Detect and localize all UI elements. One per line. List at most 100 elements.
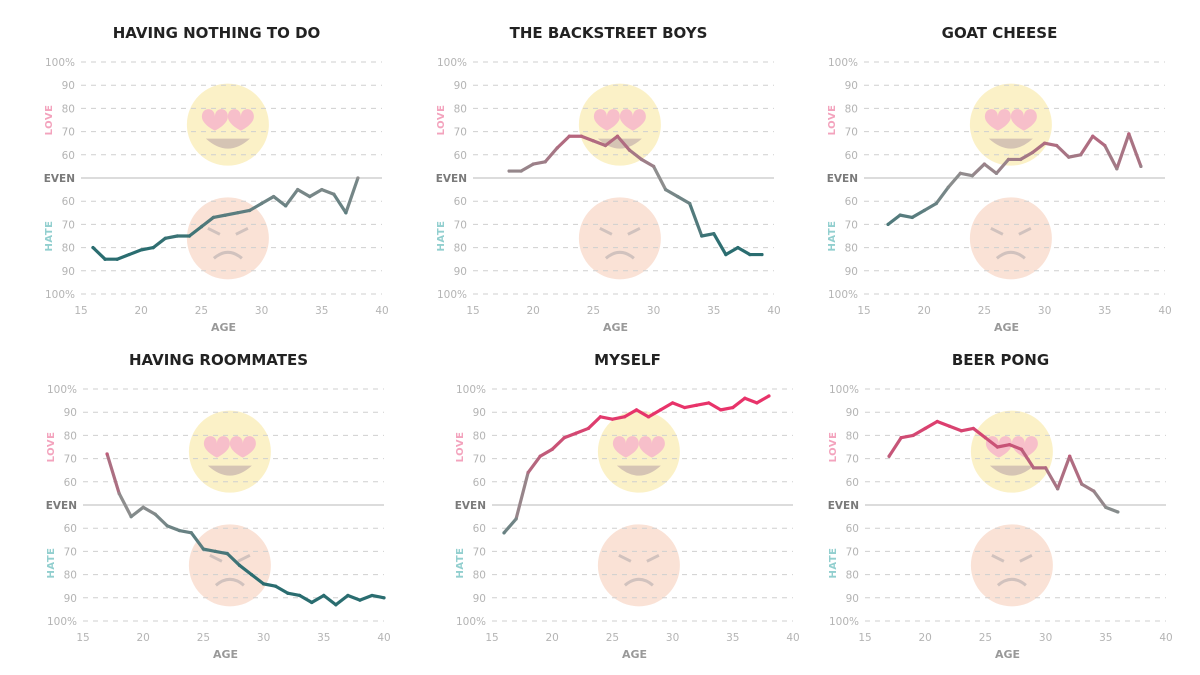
line-segment [1092,489,1108,509]
data-point [103,257,107,261]
y-tick-label: 60 [454,150,467,162]
line-segment [187,225,203,238]
angry-face-emoji-icon [578,197,661,280]
data-point [91,246,95,250]
y-tick-label: 100% [45,289,75,301]
x-tick-label: 35 [707,305,720,317]
y-tick-label: 70 [454,127,467,139]
line-segment [296,188,312,199]
line-segment [935,419,951,428]
chart-panel: BEER PONG 100% 90 80 70 60 EVEN 60 70 80 90 100% LOV… [828,351,1173,661]
line-segment [531,160,547,166]
data-point [1104,505,1108,509]
line-segment [898,213,914,220]
line-segment [688,201,704,238]
y-tick-label: 80 [62,103,75,115]
y-tick-label: 90 [473,407,486,419]
data-point [538,454,542,458]
chart-panel: HAVING NOTHING TO DO 100% 90 80 70 60 EVEN 60 70… [44,24,389,334]
data-point [1068,454,1072,458]
x-tick-label: 25 [978,305,991,317]
data-point [610,417,614,421]
line-segment [652,164,668,192]
line-segment [959,426,975,433]
y-tick-label: 90 [846,593,859,605]
data-point [1103,143,1107,148]
x-tick-label: 20 [919,632,932,644]
x-tick-label: 25 [195,305,208,317]
hate-axis-label: HATE [827,221,838,252]
x-tick-label: 15 [74,305,87,317]
x-tick-label: 25 [587,305,600,317]
x-axis-label: AGE [995,648,1020,661]
x-axis-label: AGE [622,648,647,661]
y-tick-label: 80 [473,430,486,442]
data-point [356,176,360,180]
line-segment [994,157,1011,175]
data-point [598,415,602,419]
x-tick-label: 15 [466,305,479,317]
x-tick-label: 40 [1158,305,1171,317]
data-point [911,433,915,437]
data-point [994,171,999,175]
data-point [579,134,583,138]
line-segment [615,134,632,152]
x-tick-label: 15 [857,305,870,317]
y-tick-label: EVEN [827,173,858,185]
chart-panel: GOAT CHEESE 100% 90 80 70 60 EVEN 60 70 80 90 100% L… [827,24,1172,334]
line-segment [223,211,240,217]
data-point [760,252,764,257]
data-point [712,232,716,236]
data-point [223,213,228,217]
hate-axis-label: HATE [828,548,839,579]
line-segment [755,394,771,405]
data-point [983,436,987,440]
line-segment [700,232,716,238]
line-segment [586,415,602,431]
data-point [115,257,119,261]
data-point [947,424,951,428]
data-point [639,157,644,162]
x-tick-label: 35 [315,305,328,317]
line-segment [189,531,205,551]
line-segment [1019,447,1036,470]
y-tick-label: 90 [454,266,467,278]
data-point [562,436,566,440]
x-tick-label: 40 [1159,632,1172,644]
data-point [139,248,143,252]
data-point [688,201,692,206]
data-point [767,394,771,398]
y-tick-label: 90 [62,266,75,278]
line-segment [370,593,386,600]
y-tick-label: 60 [845,150,858,162]
line-segment [598,415,614,421]
y-tick-label: 70 [473,454,486,466]
love-axis-label: LOVE [828,432,839,463]
data-point [898,213,902,217]
x-axis-label: AGE [211,321,236,334]
line-segment [514,470,530,521]
y-tick-label: 100% [456,616,486,628]
line-segment [707,401,723,412]
data-point [507,169,511,173]
data-point [1007,443,1012,447]
line-segment [712,232,728,257]
y-tick-label: 90 [846,407,859,419]
x-tick-label: 30 [1038,305,1051,317]
chart-title: HAVING ROOMMATES [129,351,308,369]
y-tick-label: 90 [64,407,77,419]
data-point [382,596,386,600]
data-point [189,531,193,535]
data-point [658,408,663,412]
line-segment [165,524,181,533]
data-point [707,401,711,405]
line-segment [622,408,639,419]
y-tick-label: 60 [473,477,486,489]
x-tick-label: 20 [135,305,148,317]
y-tick-label: 70 [846,454,859,466]
data-point [724,252,728,257]
x-tick-label: 20 [546,632,559,644]
y-tick-label: 70 [64,546,77,558]
y-tick-label: 100% [829,616,859,628]
x-axis-label: AGE [213,648,238,661]
